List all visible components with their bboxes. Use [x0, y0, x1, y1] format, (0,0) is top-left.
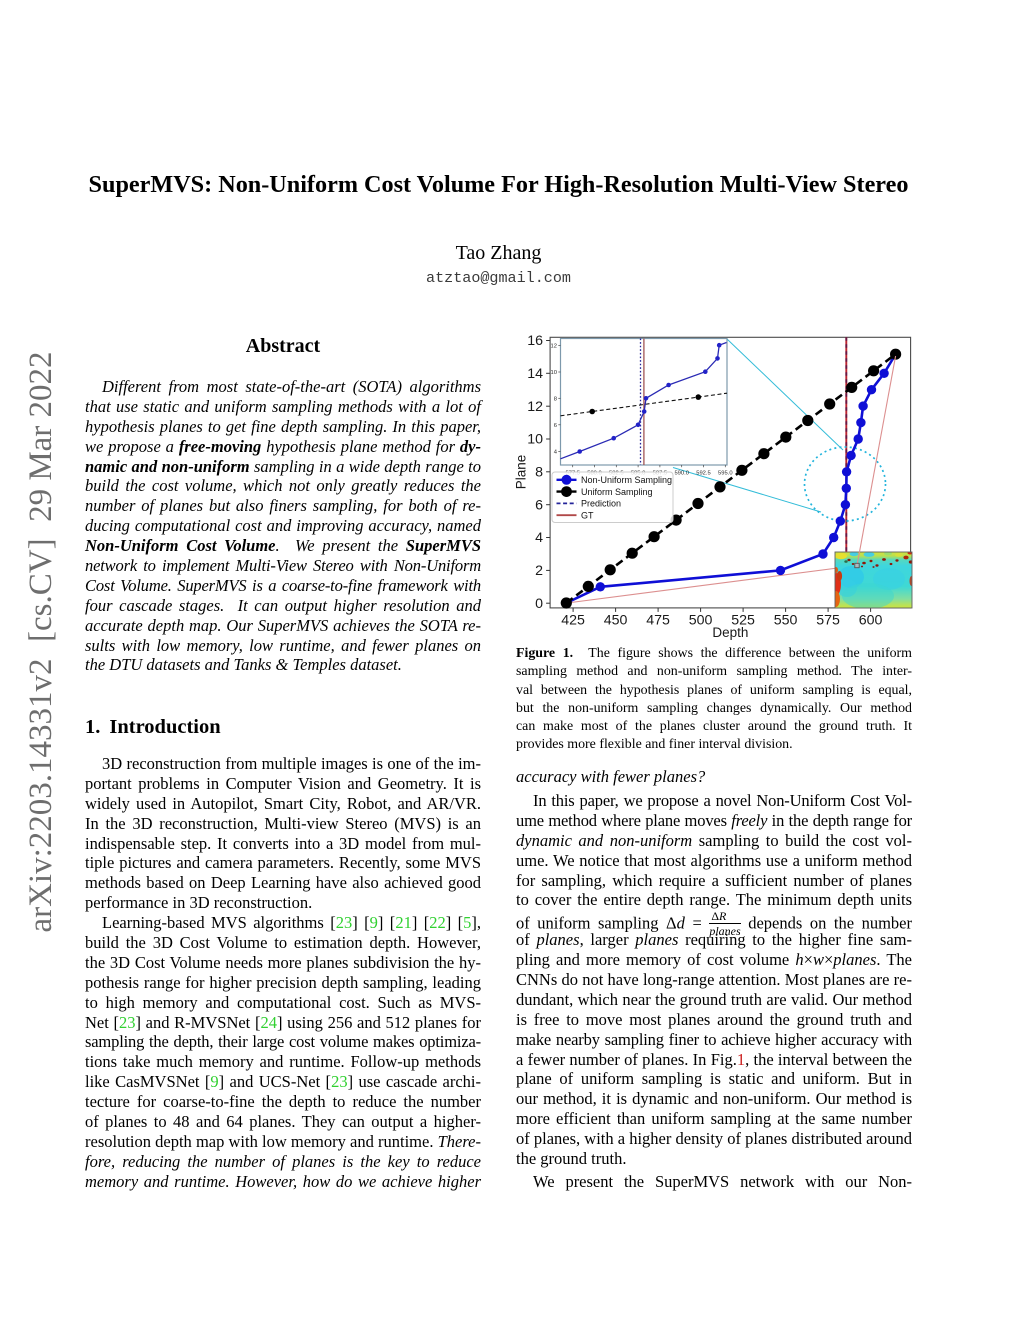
svg-text:10: 10 — [551, 370, 557, 376]
svg-text:450: 450 — [604, 613, 628, 629]
svg-text:500: 500 — [689, 613, 713, 629]
svg-text:6: 6 — [535, 497, 543, 513]
svg-text:8: 8 — [535, 465, 543, 481]
svg-text:12: 12 — [527, 399, 543, 415]
svg-text:0: 0 — [535, 596, 543, 612]
svg-text:4: 4 — [554, 450, 558, 456]
svg-text:595.0: 595.0 — [718, 471, 733, 477]
svg-text:14: 14 — [527, 366, 543, 382]
svg-text:525: 525 — [731, 613, 755, 629]
svg-text:16: 16 — [527, 333, 543, 349]
svg-text:592.5: 592.5 — [696, 471, 711, 477]
svg-text:6: 6 — [554, 423, 557, 429]
svg-text:GT: GT — [581, 510, 594, 520]
svg-text:12: 12 — [551, 344, 557, 350]
svg-text:425: 425 — [561, 613, 585, 629]
svg-text:600: 600 — [859, 613, 883, 629]
svg-text:Non-Uniform Sampling: Non-Uniform Sampling — [581, 475, 672, 485]
svg-text:Plane: Plane — [514, 455, 529, 490]
svg-text:10: 10 — [527, 432, 543, 448]
svg-text:Prediction: Prediction — [581, 499, 621, 509]
svg-text:550: 550 — [774, 613, 798, 629]
svg-text:4: 4 — [535, 530, 543, 546]
svg-text:590.0: 590.0 — [674, 471, 689, 477]
svg-text:2: 2 — [535, 563, 543, 579]
svg-text:Depth: Depth — [712, 625, 748, 640]
svg-text:475: 475 — [646, 613, 670, 629]
svg-text:575: 575 — [816, 613, 840, 629]
svg-text:Uniform Sampling: Uniform Sampling — [581, 487, 653, 497]
svg-text:8: 8 — [554, 397, 557, 403]
